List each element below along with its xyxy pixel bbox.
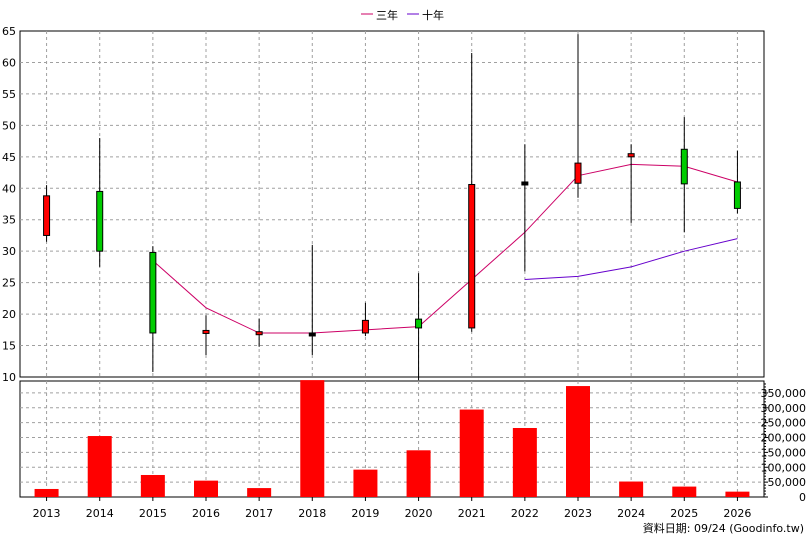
x-tick-label-2023: 2023 <box>564 507 592 520</box>
price-tick-label: 20 <box>2 308 16 321</box>
x-tick-label-2024: 2024 <box>617 507 645 520</box>
price-tick-label: 30 <box>2 245 16 258</box>
volume-tick-label: 100,000 <box>761 461 807 474</box>
volume-bar-2023 <box>566 386 590 497</box>
volume-tick-label: 200,000 <box>761 432 807 445</box>
volume-bar-2026 <box>725 491 750 497</box>
volume-tick-label: 350,000 <box>761 387 807 400</box>
volume-bar-2021 <box>459 409 484 497</box>
price-tick-label: 50 <box>2 119 16 132</box>
legend: 三年 十年 <box>361 8 444 22</box>
candle-body-2014 <box>96 190 104 252</box>
x-tick-label-2017: 2017 <box>245 507 273 520</box>
volume-bar-2017 <box>247 488 272 497</box>
price-tick-label: 10 <box>2 371 16 384</box>
x-tick-label-2018: 2018 <box>298 507 326 520</box>
volume-bar-2022 <box>512 427 537 497</box>
candle-body-2019 <box>361 319 369 334</box>
candle-body-2023 <box>574 162 582 184</box>
price-tick-label: 55 <box>2 88 16 101</box>
price-tick-label: 35 <box>2 214 16 227</box>
candle-body-2024 <box>627 153 635 158</box>
volume-bar-2024 <box>619 481 644 497</box>
price-plot-frame <box>19 30 765 378</box>
legend-label-10y: 十年 <box>422 8 444 22</box>
x-tick-label-2020: 2020 <box>405 507 433 520</box>
volume-tick-label: 50,000 <box>768 476 807 489</box>
price-tick-label: 65 <box>2 25 16 38</box>
candle-body-2020 <box>415 318 423 329</box>
x-axis: 2013 2014 2015 2016 2017 2018 2019 2020 2021 2022… <box>33 497 751 520</box>
candle-body-2013 <box>43 195 51 236</box>
candle-body-2025 <box>680 148 688 185</box>
ma-line-10y <box>524 238 738 280</box>
candle-body-2021 <box>468 183 476 329</box>
candle-body-2016 <box>202 329 210 334</box>
footer-source: 資料日期: 09/24 (Goodinfo.tw) <box>643 521 804 535</box>
price-panel: 10 15 20 25 30 35 40 45 50 55 60 65 <box>2 25 765 384</box>
ma-line-3y <box>152 163 738 334</box>
x-tick-label-2014: 2014 <box>86 507 114 520</box>
x-tick-label-2015: 2015 <box>139 507 167 520</box>
price-tick-label: 25 <box>2 277 16 290</box>
price-tick-label: 45 <box>2 151 16 164</box>
volume-tick-label: 150,000 <box>761 446 807 459</box>
volume-bar-2018 <box>300 380 325 497</box>
volume-bar-2015 <box>140 474 165 497</box>
price-tick-label: 40 <box>2 182 16 195</box>
candle-body-2018 <box>308 332 316 337</box>
volume-bar-2025 <box>672 486 697 497</box>
volume-bar-2016 <box>194 480 218 497</box>
volume-bar-2019 <box>353 469 378 497</box>
x-tick-label-2026: 2026 <box>723 507 751 520</box>
legend-label-3y: 三年 <box>376 8 398 22</box>
x-tick-label-2016: 2016 <box>192 507 220 520</box>
candle-body-2017 <box>255 331 263 336</box>
candle-body-2015 <box>149 251 157 334</box>
x-tick-label-2025: 2025 <box>670 507 698 520</box>
volume-bar-2014 <box>87 436 112 497</box>
x-tick-label-2021: 2021 <box>458 507 486 520</box>
volume-tick-label: 0 <box>799 491 806 504</box>
price-tick-label: 15 <box>2 340 16 353</box>
volume-tick-label: 250,000 <box>761 417 807 430</box>
volume-plot-frame <box>19 380 765 498</box>
volume-bar-2020 <box>406 450 431 497</box>
x-tick-label-2022: 2022 <box>511 507 539 520</box>
x-tick-label-2019: 2019 <box>351 507 379 520</box>
candle-body-2026 <box>733 181 741 209</box>
volume-tick-label: 300,000 <box>761 402 807 415</box>
x-tick-label-2013: 2013 <box>33 507 61 520</box>
volume-bar-2013 <box>34 488 59 497</box>
candle-body-2022 <box>521 181 529 186</box>
price-tick-label: 60 <box>2 56 16 69</box>
